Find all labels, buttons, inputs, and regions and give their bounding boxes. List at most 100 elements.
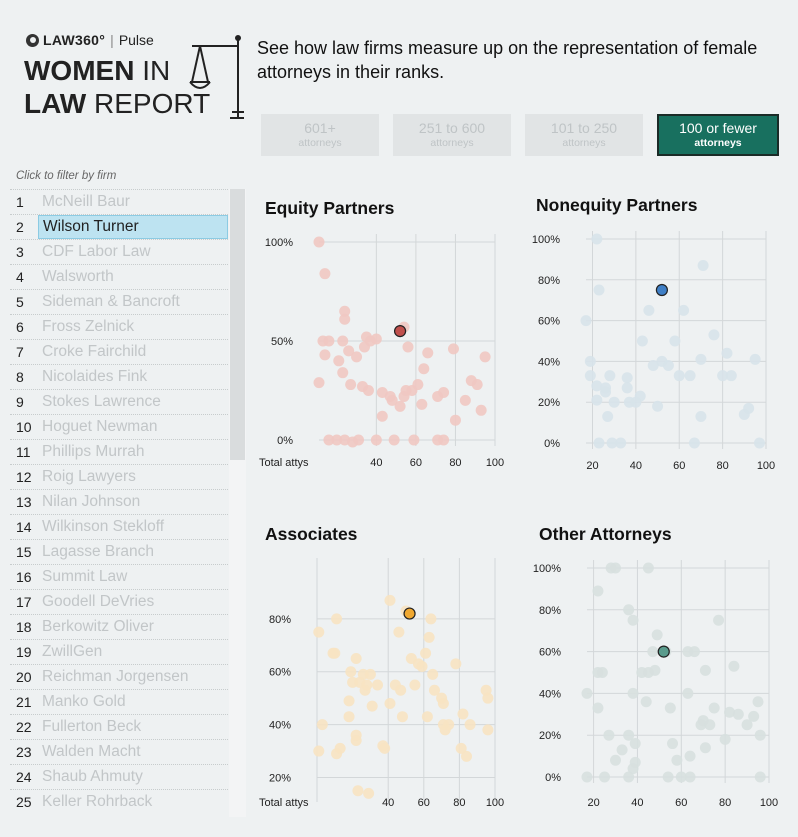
data-point[interactable] xyxy=(396,711,408,723)
data-point[interactable] xyxy=(363,787,375,799)
data-point[interactable] xyxy=(732,708,744,720)
data-point[interactable] xyxy=(428,684,440,696)
data-point[interactable] xyxy=(412,379,424,391)
data-point[interactable] xyxy=(604,370,616,382)
data-point[interactable] xyxy=(623,771,635,783)
data-point[interactable] xyxy=(366,700,378,712)
data-point[interactable] xyxy=(717,370,729,382)
firm-list-item[interactable]: 21 Manko Gold xyxy=(10,689,228,714)
firm-list-item[interactable]: 1 McNeill Baur xyxy=(10,189,228,214)
data-point[interactable] xyxy=(749,353,761,365)
data-point[interactable] xyxy=(313,377,325,389)
data-point[interactable] xyxy=(682,687,694,699)
data-point[interactable] xyxy=(345,666,357,678)
data-point[interactable] xyxy=(754,729,766,741)
firm-list-item[interactable]: 14 Wilkinson Stekloff xyxy=(10,514,228,539)
data-point[interactable] xyxy=(721,347,733,359)
data-point[interactable] xyxy=(688,437,700,449)
data-point[interactable] xyxy=(362,385,374,396)
data-point[interactable] xyxy=(649,664,661,676)
firm-list-item[interactable]: 19 ZwillGen xyxy=(10,639,228,664)
data-point[interactable] xyxy=(699,664,711,676)
data-point[interactable] xyxy=(461,750,473,762)
data-point[interactable] xyxy=(352,785,364,797)
data-point[interactable] xyxy=(603,729,615,741)
data-point[interactable] xyxy=(457,708,469,720)
data-point[interactable] xyxy=(395,684,407,696)
data-point[interactable] xyxy=(482,692,494,704)
firm-list-item[interactable]: 2 Wilson Turner xyxy=(10,214,228,239)
data-point[interactable] xyxy=(584,370,596,382)
data-point[interactable] xyxy=(459,394,471,406)
data-point[interactable] xyxy=(319,268,331,280)
data-point[interactable] xyxy=(608,396,620,408)
data-point[interactable] xyxy=(370,333,382,345)
data-point[interactable] xyxy=(416,660,428,672)
data-point[interactable] xyxy=(591,394,603,406)
data-point[interactable] xyxy=(443,719,455,731)
data-point[interactable] xyxy=(386,394,398,406)
data-point[interactable] xyxy=(627,687,639,699)
data-point[interactable] xyxy=(629,756,641,768)
data-point[interactable] xyxy=(475,404,487,416)
data-point[interactable] xyxy=(350,653,362,665)
data-point[interactable] xyxy=(673,370,685,382)
data-point[interactable] xyxy=(323,434,335,446)
data-point[interactable] xyxy=(652,400,664,412)
data-point[interactable] xyxy=(741,719,753,731)
data-point[interactable] xyxy=(684,370,696,382)
data-point[interactable] xyxy=(627,614,639,626)
data-point[interactable] xyxy=(482,724,494,736)
firm-list-item[interactable]: 18 Berkowitz Oliver xyxy=(10,614,228,639)
data-point[interactable] xyxy=(313,745,325,757)
data-point[interactable] xyxy=(388,434,400,446)
data-point[interactable] xyxy=(402,341,414,353)
data-point[interactable] xyxy=(384,697,396,709)
data-point[interactable] xyxy=(599,771,611,783)
scrollbar-thumb[interactable] xyxy=(230,189,245,460)
firm-list-item[interactable]: 25 Keller Rohrback xyxy=(10,789,228,814)
data-point[interactable] xyxy=(688,646,700,658)
firm-list-item[interactable]: 13 Nilan Johnson xyxy=(10,489,228,514)
data-point[interactable] xyxy=(592,702,604,714)
firm-list-item[interactable]: 4 Walsworth xyxy=(10,264,228,289)
data-point[interactable] xyxy=(713,614,725,626)
data-point[interactable] xyxy=(427,668,439,680)
data-point[interactable] xyxy=(671,754,683,766)
data-point[interactable] xyxy=(351,351,363,363)
data-point[interactable] xyxy=(450,658,462,670)
data-point[interactable] xyxy=(600,386,612,398)
data-point[interactable] xyxy=(447,343,459,355)
highlighted-firm-point[interactable] xyxy=(657,645,670,658)
data-point[interactable] xyxy=(647,359,659,371)
data-point[interactable] xyxy=(623,604,635,616)
data-point[interactable] xyxy=(464,719,476,731)
data-point[interactable] xyxy=(313,626,325,638)
data-point[interactable] xyxy=(319,349,331,361)
size-filter-button[interactable]: 251 to 600 attorneys xyxy=(393,114,511,156)
data-point[interactable] xyxy=(421,711,433,723)
data-point[interactable] xyxy=(743,402,755,414)
data-point[interactable] xyxy=(316,719,328,731)
data-point[interactable] xyxy=(634,390,646,402)
data-point[interactable] xyxy=(360,331,372,343)
data-point[interactable] xyxy=(418,363,430,375)
data-point[interactable] xyxy=(471,379,483,391)
data-point[interactable] xyxy=(384,594,396,606)
data-point[interactable] xyxy=(339,305,351,317)
firm-list-item[interactable]: 11 Phillips Murrah xyxy=(10,439,228,464)
data-point[interactable] xyxy=(333,355,345,367)
data-point[interactable] xyxy=(708,329,720,341)
firm-list-item[interactable]: 9 Stokes Lawrence xyxy=(10,389,228,414)
data-point[interactable] xyxy=(678,304,690,316)
data-point[interactable] xyxy=(651,629,663,641)
data-point[interactable] xyxy=(438,434,450,446)
data-point[interactable] xyxy=(581,687,593,699)
data-point[interactable] xyxy=(438,386,450,398)
data-point[interactable] xyxy=(610,754,622,766)
data-point[interactable] xyxy=(629,738,641,750)
data-point[interactable] xyxy=(615,437,627,449)
data-point[interactable] xyxy=(640,696,652,708)
data-point[interactable] xyxy=(313,236,325,248)
data-point[interactable] xyxy=(372,679,384,691)
